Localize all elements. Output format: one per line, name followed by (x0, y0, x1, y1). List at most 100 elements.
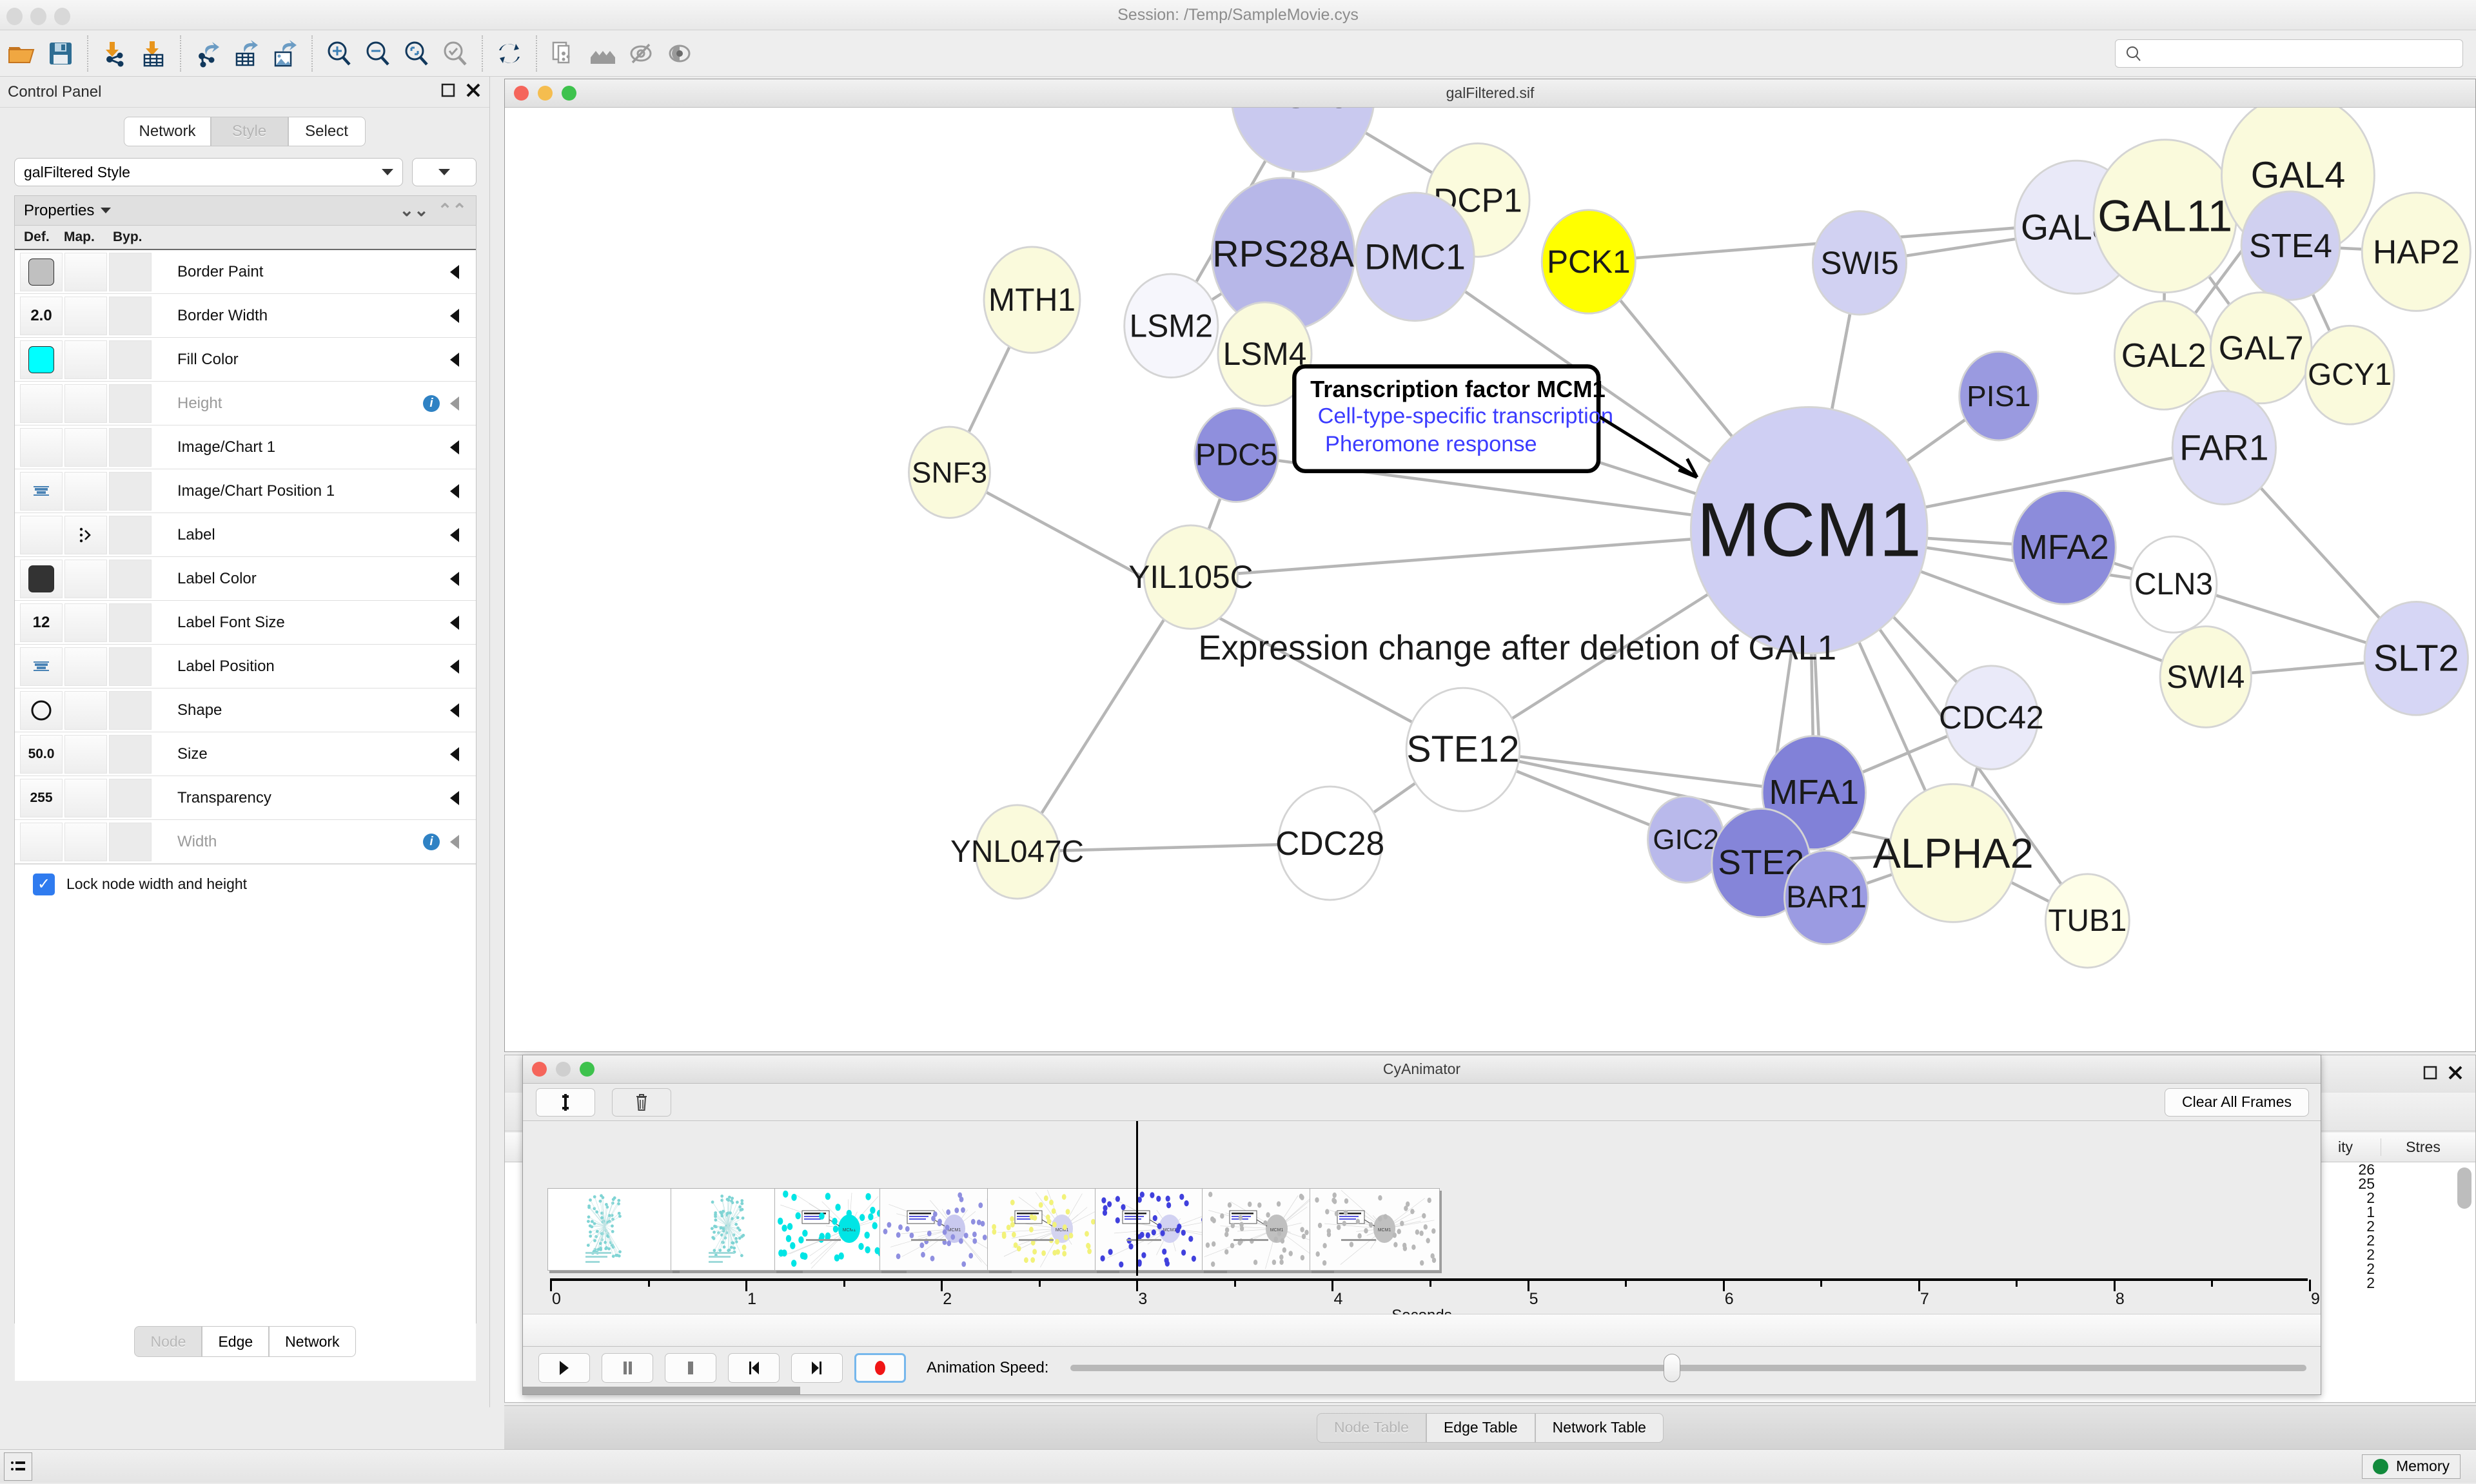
clear-all-frames-button[interactable]: Clear All Frames (2165, 1088, 2309, 1117)
table-row[interactable]: 2 (505, 1274, 2475, 1291)
property-row[interactable]: Border Paint (15, 250, 476, 294)
timeline-frame[interactable] (547, 1188, 678, 1271)
property-row[interactable]: Shape (15, 688, 476, 732)
info-icon[interactable]: i (423, 833, 440, 850)
stop-button[interactable] (665, 1353, 716, 1383)
first-neighbors-icon[interactable] (583, 34, 622, 73)
property-default-cell[interactable] (20, 822, 63, 861)
expand-property-icon[interactable] (450, 527, 459, 542)
network-node[interactable]: CDC42 (1939, 665, 2044, 770)
expand-property-icon[interactable] (450, 703, 459, 718)
export-network-icon[interactable] (188, 34, 227, 73)
next-frame-button[interactable] (791, 1353, 843, 1383)
float-panel-icon[interactable] (440, 83, 456, 101)
new-network-from-selection-icon[interactable] (544, 34, 583, 73)
float-panel-icon[interactable] (2422, 1065, 2438, 1084)
property-bypass-cell[interactable] (109, 559, 152, 598)
property-row[interactable]: Label (15, 513, 476, 557)
import-network-icon[interactable] (95, 34, 134, 73)
play-button[interactable] (538, 1353, 590, 1383)
property-mapping-cell[interactable] (64, 515, 107, 554)
table-scrollbar-thumb[interactable] (2457, 1167, 2471, 1209)
table-col-centrality[interactable]: ity (2310, 1138, 2381, 1156)
network-node[interactable]: SNF3 (908, 425, 991, 519)
property-mapping-cell[interactable] (64, 427, 107, 467)
expand-property-icon[interactable] (450, 352, 459, 367)
network-edge[interactable] (1462, 748, 1814, 794)
export-table-icon[interactable] (227, 34, 266, 73)
open-folder-icon[interactable] (3, 34, 41, 73)
property-row[interactable]: Height i (15, 382, 476, 425)
network-canvas[interactable]: RPS28BDCP1RPS28ADMC1PCK1SWI5GAL80GAL11GA… (505, 108, 2475, 1051)
property-row[interactable]: 2.0 Border Width (15, 294, 476, 338)
property-default-cell[interactable] (20, 471, 63, 511)
tab-edge-table[interactable]: Edge Table (1426, 1412, 1535, 1443)
property-bypass-cell[interactable] (109, 252, 152, 291)
property-mapping-cell[interactable] (64, 647, 107, 686)
property-mapping-cell[interactable] (64, 734, 107, 774)
tab-style[interactable]: Style (210, 117, 288, 146)
maximize-network-button[interactable] (562, 86, 576, 101)
close-icon[interactable] (465, 82, 482, 102)
tab-node-table[interactable]: Node Table (1317, 1412, 1426, 1443)
network-node[interactable]: TUB1 (2044, 873, 2130, 969)
expand-property-icon[interactable] (450, 790, 459, 805)
property-default-cell[interactable]: 50.0 (20, 734, 63, 774)
color-swatch[interactable] (28, 346, 54, 373)
network-node[interactable]: CLN3 (2129, 535, 2218, 634)
task-list-icon[interactable] (4, 1452, 32, 1481)
table-row[interactable]: 2 (505, 1246, 2475, 1263)
network-edge[interactable] (2063, 546, 2417, 660)
property-default-cell[interactable] (20, 690, 63, 730)
network-node[interactable]: RPS28B (1231, 108, 1375, 173)
scrollbar-thumb[interactable] (523, 1387, 800, 1394)
network-node[interactable]: PCK1 (1540, 209, 1636, 315)
network-node[interactable]: RPS28A (1210, 177, 1356, 332)
tab-network-table[interactable]: Network Table (1535, 1412, 1664, 1443)
expand-property-icon[interactable] (450, 659, 459, 674)
color-swatch[interactable] (28, 565, 54, 592)
pause-button[interactable] (602, 1353, 653, 1383)
expand-property-icon[interactable] (450, 264, 459, 279)
color-swatch[interactable] (28, 258, 54, 286)
network-node[interactable]: SWI4 (2159, 625, 2252, 728)
property-bypass-cell[interactable] (109, 603, 152, 642)
property-default-cell[interactable]: 12 (20, 603, 63, 642)
property-bypass-cell[interactable] (109, 296, 152, 335)
minimize-window-button[interactable] (30, 8, 46, 25)
expand-property-icon[interactable] (450, 396, 459, 411)
property-mapping-cell[interactable] (64, 252, 107, 291)
network-node[interactable]: SWI5 (1811, 210, 1908, 316)
maximize-window-button[interactable] (54, 8, 70, 25)
table-row[interactable]: 2 (505, 1218, 2475, 1235)
property-default-cell[interactable] (20, 384, 63, 423)
property-row[interactable]: Label Color (15, 557, 476, 601)
network-node[interactable]: ALPHA2 (1873, 783, 2034, 923)
property-row[interactable]: 50.0 Size (15, 732, 476, 776)
network-node[interactable]: GAL11 (2092, 139, 2237, 294)
network-node[interactable]: PIS1 (1958, 350, 2039, 442)
table-row[interactable]: 2 (505, 1232, 2475, 1249)
property-default-cell[interactable]: 2.0 (20, 296, 63, 335)
network-node[interactable]: GIC2 (1647, 795, 1725, 884)
style-dropdown[interactable]: galFiltered Style (14, 158, 403, 186)
timeline-frame[interactable]: MCM1 (1310, 1188, 1440, 1271)
property-mapping-cell[interactable] (64, 296, 107, 335)
chevron-down-icon[interactable] (101, 208, 112, 213)
property-mapping-cell[interactable] (64, 340, 107, 379)
network-node[interactable]: PDC5 (1194, 407, 1279, 503)
property-default-cell[interactable] (20, 340, 63, 379)
property-row[interactable]: 255 Transparency (15, 776, 476, 820)
network-node[interactable]: DMC1 (1355, 191, 1475, 322)
network-node[interactable]: GAL2 (2113, 300, 2214, 411)
refresh-icon[interactable] (490, 34, 529, 73)
network-node[interactable]: LSM2 (1123, 273, 1219, 378)
zoom-fit-icon[interactable] (397, 34, 436, 73)
network-node[interactable]: CDC28 (1275, 785, 1384, 901)
property-mapping-cell[interactable] (64, 384, 107, 423)
tab-node[interactable]: Node (134, 1326, 202, 1357)
expand-property-icon[interactable] (450, 440, 459, 454)
minimize-cyanimator-button[interactable] (556, 1062, 571, 1077)
table-col-stress[interactable]: Stres (2406, 1138, 2441, 1155)
